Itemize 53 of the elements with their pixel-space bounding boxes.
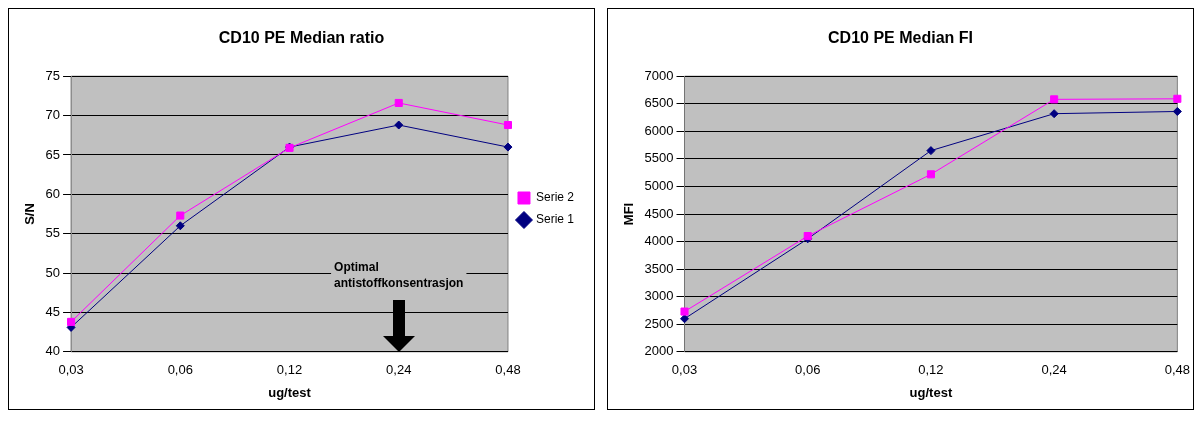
point [680,314,690,324]
point [67,317,76,326]
y-axis-title: MFI [621,202,637,226]
chart-title: CD10 PE Median ratio [218,29,385,47]
point [926,146,936,156]
x-axis-title: ug/test [909,384,953,400]
x-tick-label: 0,48 [1164,362,1191,378]
y-tick-label: 75 [45,67,61,83]
y-tick-label: 3000 [644,288,674,304]
annotation: Optimal antistoffkonsentrasjon [334,259,464,290]
y-axis-title: S/N [22,203,38,225]
y-tick-label: 7000 [644,67,674,83]
legend-label: Serie 2 [535,190,575,205]
y-tick-label: 3500 [644,260,674,276]
point [176,211,185,220]
y-tick-label: 40 [45,343,61,359]
y-tick-label: 2000 [644,343,674,359]
point [1050,95,1059,104]
y-tick-label: 60 [45,185,61,201]
point [680,307,689,316]
x-tick-label: 0,03 [671,362,698,378]
y-tick-label: 2500 [644,315,674,331]
y-tick-label: 65 [45,146,61,162]
y-tick-label: 5000 [644,178,674,194]
chart-title: CD10 PE Median FI [828,29,973,47]
point [926,170,935,179]
y-tick-label: 6500 [644,95,674,111]
point [1049,109,1059,119]
x-tick-label: 0,24 [1041,362,1067,378]
x-axis-title: ug/test [268,384,312,400]
point [1172,106,1182,116]
x-tick-label: 0,06 [795,362,821,378]
y-tick-label: 45 [45,304,61,320]
y-tick-label: 6000 [644,122,674,138]
y-tick-label: 5500 [644,150,674,166]
x-tick-label: 0,03 [58,362,84,378]
y-tick-label: 50 [45,264,61,280]
point [503,142,513,152]
y-tick-label: 4500 [644,205,674,221]
point [175,221,185,231]
x-tick-label: 0,24 [386,362,412,378]
x-tick-label: 0,48 [495,362,521,378]
legend-label: Serie 1 [535,212,575,227]
y-tick-label: 55 [45,225,61,241]
y-tick-label: 70 [45,107,61,123]
x-tick-label: 0,06 [167,362,193,378]
point [1173,94,1182,103]
point [394,98,403,108]
point [503,120,513,130]
x-tick-label: 0,12 [276,362,303,378]
y-tick-label: 4000 [644,233,674,249]
x-tick-label: 0,12 [918,362,944,378]
point [394,120,404,130]
